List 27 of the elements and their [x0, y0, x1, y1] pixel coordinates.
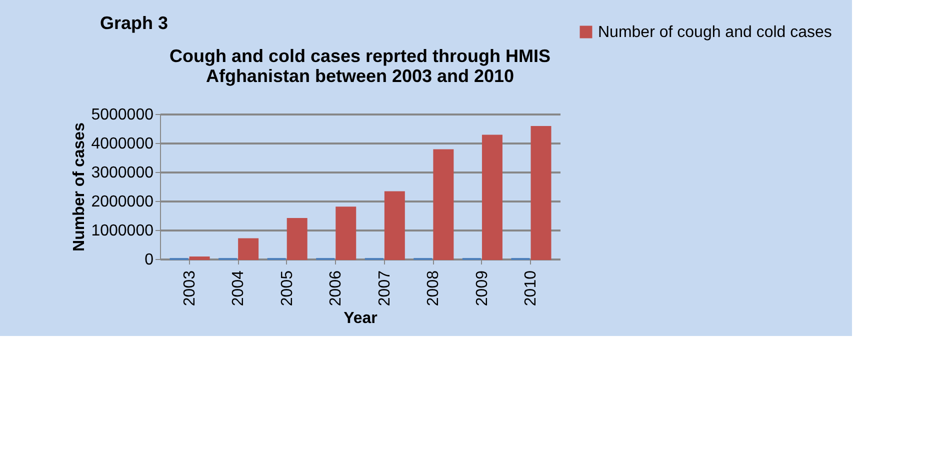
- bar: [482, 134, 502, 260]
- text: Afghanistan between 2003 and 2010: [206, 66, 514, 86]
- x-tick-label: 2004: [230, 270, 248, 306]
- x-axis-title: Year: [344, 310, 378, 328]
- y-axis-title: Number of cases: [71, 122, 88, 252]
- y-tick-label: 4000000: [91, 136, 154, 152]
- text: Cough and cold cases reprted through HMIS: [169, 46, 551, 66]
- y-tick-label: 5000000: [91, 106, 154, 124]
- bar: [286, 218, 308, 260]
- x-tick-label: 2010: [522, 270, 540, 306]
- y-tick-label: 0: [144, 252, 154, 268]
- bar: [238, 238, 259, 260]
- y-tick-label: 3000000: [91, 164, 154, 182]
- bar: [384, 191, 405, 260]
- x-tick-label: 2006: [328, 270, 345, 306]
- x-tick-label: 2005: [278, 270, 296, 306]
- y-tick-label: 2000000: [91, 194, 154, 210]
- x-tick-label: 2007: [376, 270, 394, 306]
- y-tick-label: 1000000: [91, 222, 154, 240]
- bar: [336, 206, 356, 260]
- x-tick-label: 2008: [425, 270, 442, 306]
- bar: [530, 126, 552, 260]
- x-tick-label: 2009: [474, 270, 491, 306]
- bar: [433, 149, 454, 260]
- x-tick-label: 2003: [181, 270, 198, 306]
- caption: Graph 3: [100, 13, 168, 33]
- legend-label: Number of cough and cold cases: [598, 24, 832, 41]
